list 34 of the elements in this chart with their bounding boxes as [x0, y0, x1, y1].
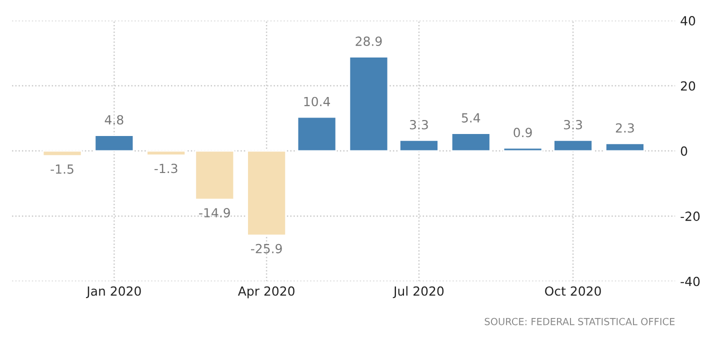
data-label: -14.9: [199, 208, 230, 218]
source-note: SOURCE: FEDERAL STATISTICAL OFFICE: [484, 318, 675, 326]
bar: [553, 139, 593, 152]
data-label: 2.3: [616, 123, 634, 133]
data-label: -25.9: [251, 244, 282, 254]
y-tick-label: 0: [680, 146, 688, 156]
bar: [246, 150, 287, 236]
bar: [604, 142, 645, 152]
bar: [42, 150, 82, 157]
data-label: 5.4: [462, 113, 480, 123]
data-label: 0.9: [514, 128, 532, 138]
y-tick-label: 40: [680, 16, 696, 26]
bar: [348, 56, 389, 152]
data-label: 28.9: [356, 36, 382, 46]
y-tick-label: -40: [680, 276, 700, 286]
bar: [296, 116, 337, 152]
data-label: -1.5: [50, 164, 74, 174]
x-tick-label: Jul 2020: [392, 286, 444, 298]
y-tick-label: 20: [680, 81, 696, 91]
x-tick-label: Apr 2020: [238, 286, 294, 298]
bar: [146, 150, 186, 156]
data-label: 4.8: [104, 115, 124, 125]
bar: [194, 150, 235, 200]
bar: [94, 134, 134, 152]
y-tick-label: -20: [680, 212, 700, 222]
bar: [450, 132, 491, 152]
data-label: -1.3: [154, 164, 178, 174]
bar: [399, 139, 439, 152]
data-label: 10.4: [304, 96, 330, 106]
bar: [502, 147, 543, 152]
x-tick-label: Jan 2020: [86, 286, 141, 298]
data-label: 3.3: [564, 120, 582, 130]
data-label: 3.3: [410, 120, 428, 130]
x-tick-label: Oct 2020: [545, 286, 601, 296]
